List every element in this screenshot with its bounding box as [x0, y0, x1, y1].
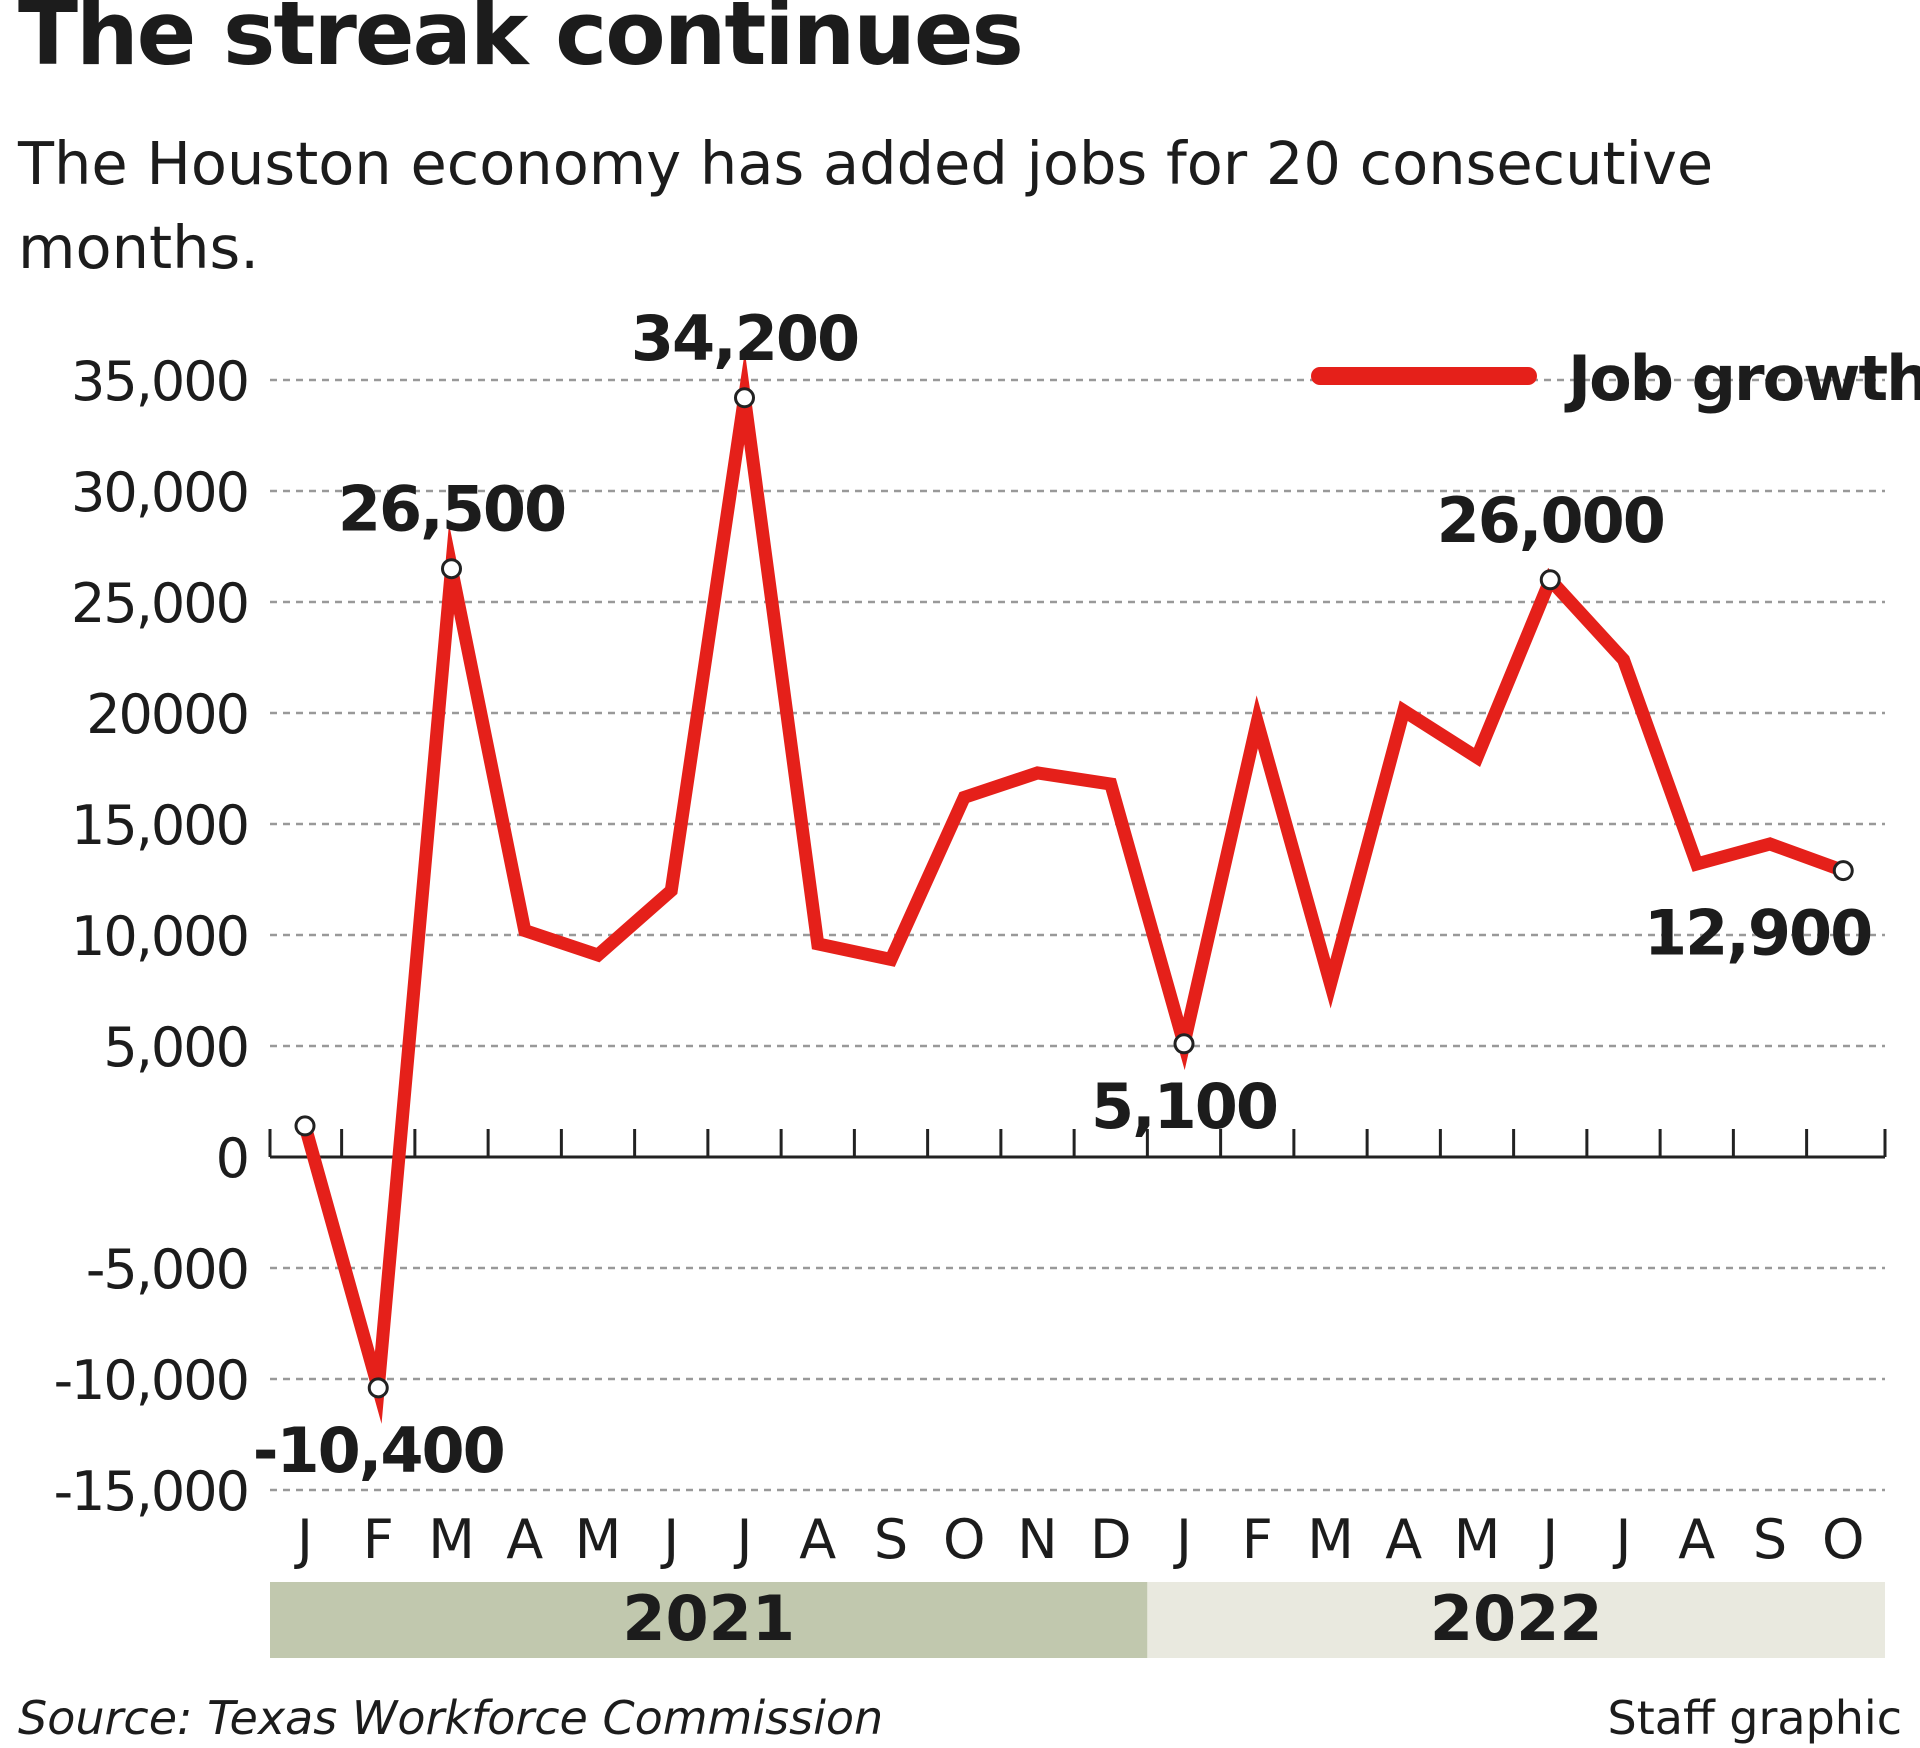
x-tick-label: J [734, 1508, 753, 1571]
y-tick-label: 35,000 [71, 350, 248, 413]
x-tick-label: J [660, 1508, 679, 1571]
year-bands: 2021 2022 [270, 1582, 1885, 1658]
data-point-marker [294, 1115, 316, 1137]
year-label-2022: 2022 [1430, 1582, 1603, 1655]
gridlines [270, 378, 1885, 1492]
legend-label-job-growth: Job growth [1564, 342, 1920, 415]
x-tick-label: F [1242, 1508, 1273, 1571]
data-label: -10,400 [253, 1414, 504, 1487]
x-tick-label: D [1090, 1508, 1132, 1571]
data-label: 34,200 [631, 302, 858, 375]
data-point-marker [1832, 860, 1854, 882]
y-tick-label: 5,000 [103, 1016, 248, 1079]
series-job-growth [298, 351, 1846, 1424]
data-label: 26,000 [1437, 484, 1664, 557]
data-label: 5,100 [1091, 1070, 1277, 1143]
y-axis-tick-labels: 35,000 30,000 25,000 20000 15,000 10,000 5,000… [54, 350, 250, 1523]
y-tick-label: 30,000 [71, 461, 248, 524]
data-labels: -10,400 26,500 34,200 5,100 26,000 12,900 [253, 302, 1873, 1487]
year-band-2021 [270, 1582, 1148, 1658]
x-tick-label: A [799, 1508, 836, 1571]
y-tick-label: -15,000 [54, 1460, 248, 1523]
source-note: Source: Texas Workforce Commission [18, 1691, 884, 1745]
y-tick-label: 10,000 [71, 905, 248, 968]
y-tick-label: 0 [216, 1127, 248, 1190]
chart-subtitle: The Houston economy has added jobs for 2… [18, 129, 1714, 282]
y-tick-label: 15,000 [71, 794, 248, 857]
year-label-2021: 2021 [622, 1582, 795, 1655]
x-tick-label: J [294, 1508, 313, 1571]
x-tick-label: J [1539, 1508, 1558, 1571]
data-label: 12,900 [1644, 897, 1871, 970]
x-tick-label: M [1307, 1508, 1354, 1571]
data-point-marker [734, 387, 755, 409]
series-line-job-growth [298, 351, 1846, 1424]
x-tick-label: A [506, 1508, 543, 1571]
data-point-marker [1173, 1033, 1195, 1055]
y-tick-label: -10,000 [54, 1349, 248, 1412]
x-tick-label: F [363, 1508, 394, 1571]
x-tick-label: M [575, 1508, 622, 1571]
credit-note: Staff graphic [1607, 1691, 1902, 1745]
x-tick-label: S [1753, 1508, 1787, 1571]
x-axis [268, 1129, 1887, 1159]
x-tick-label: O [1822, 1508, 1865, 1571]
x-tick-label: A [1678, 1508, 1715, 1571]
x-tick-label: O [943, 1508, 986, 1571]
data-label: 26,500 [338, 473, 565, 546]
data-point-marker [441, 558, 462, 580]
y-tick-label: 20000 [86, 683, 248, 746]
chart-title: The streak continues [18, 0, 1024, 85]
y-tick-label: -5,000 [86, 1238, 248, 1301]
data-point-marker [367, 1377, 389, 1399]
x-tick-label: S [874, 1508, 908, 1571]
x-tick-label: J [1613, 1508, 1632, 1571]
legend: Job growth [1311, 342, 1920, 415]
x-tick-label: N [1017, 1508, 1057, 1571]
x-tick-label: M [428, 1508, 475, 1571]
x-tick-label: M [1454, 1508, 1501, 1571]
data-point-marker [1539, 569, 1561, 591]
x-tick-label: J [1173, 1508, 1192, 1571]
year-band-2022 [1147, 1582, 1885, 1658]
y-tick-label: 25,000 [71, 572, 248, 635]
x-tick-label: A [1385, 1508, 1422, 1571]
data-markers [294, 387, 1854, 1399]
